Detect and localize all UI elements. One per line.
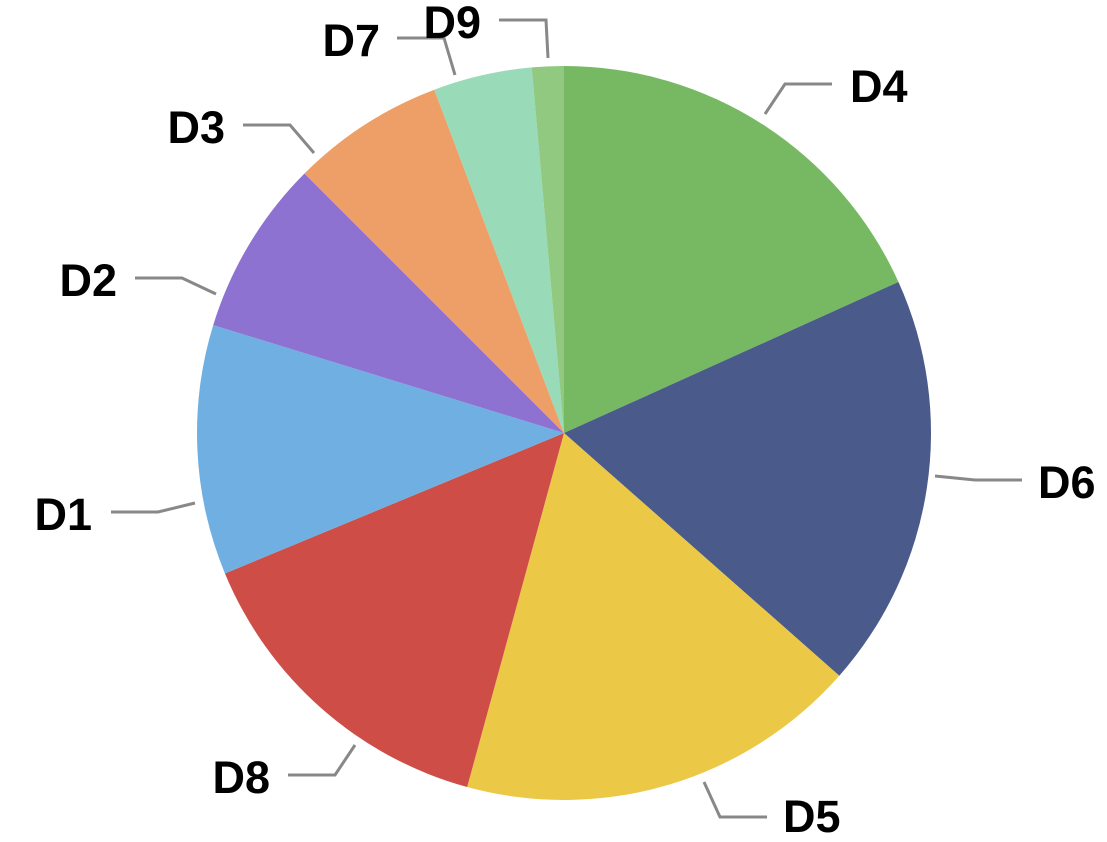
slice-label-d5: D5: [783, 791, 841, 842]
pie-slice-d2: [213, 173, 564, 434]
leader-lines: [111, 18, 1022, 819]
pie-slices: [197, 66, 932, 800]
pie-slice-d7: [434, 67, 564, 434]
pie-slice-d3: [304, 89, 564, 433]
leader-line-d5: [702, 781, 767, 819]
slice-label-d3: D3: [167, 102, 225, 153]
slice-label-d8: D8: [212, 752, 270, 803]
slice-label-d7: D7: [322, 15, 380, 66]
slice-label-d2: D2: [59, 255, 117, 306]
leader-line-d6: [934, 474, 1022, 482]
pie-slice-d4: [564, 66, 899, 433]
pie-slice-d6: [564, 281, 932, 676]
leader-line-d4: [763, 82, 832, 115]
leader-line-d8: [288, 744, 357, 777]
slice-label-d4: D4: [850, 61, 908, 112]
leader-line-d1: [111, 501, 196, 514]
pie-slice-d5: [467, 433, 840, 800]
slice-label-d6: D6: [1038, 457, 1096, 508]
slice-label-d9: D9: [423, 0, 481, 48]
leader-line-d2: [135, 276, 217, 296]
slice-label-d1: D1: [34, 489, 92, 540]
pie-slice-d9: [531, 66, 564, 433]
pie-slice-d8: [224, 433, 564, 787]
slice-labels: D4 D6 D5 D8 D1 D2 D3 D7 D9: [34, 0, 1095, 842]
leader-line-d3: [243, 123, 316, 154]
leader-line-d9: [499, 18, 550, 59]
leader-line-d7: [397, 36, 457, 76]
pie-slice-d1: [197, 325, 564, 574]
